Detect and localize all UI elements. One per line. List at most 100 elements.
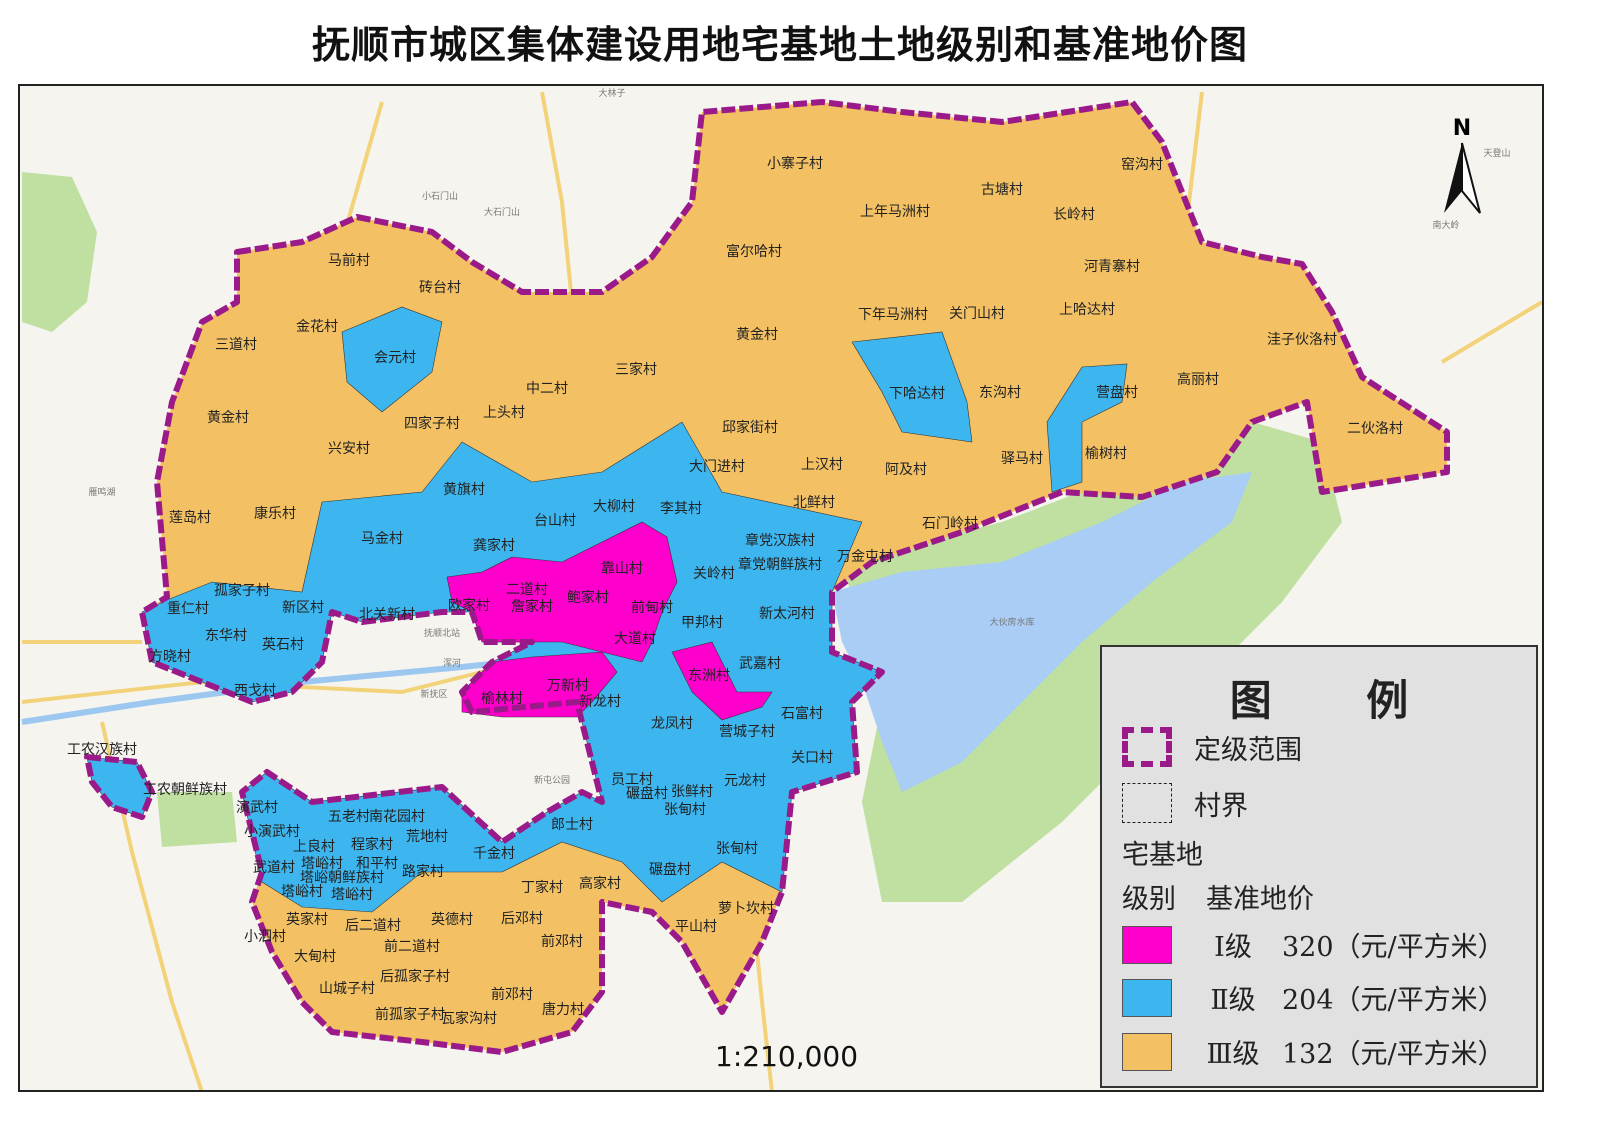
village-label: 营盘村 <box>1096 384 1138 401</box>
level2-price: 204（元/平方米） <box>1282 985 1505 1016</box>
village-label: 高丽村 <box>1177 371 1219 388</box>
village-label: 兴安村 <box>328 441 370 457</box>
village-label: 荒地村 <box>406 829 448 845</box>
village-label: 方晓村 <box>149 649 191 665</box>
village-label: 前邓村 <box>491 986 533 1003</box>
village-label: 榆林村 <box>481 691 523 707</box>
village-label: 碾盘村 <box>626 785 668 802</box>
village-label: 上年马洲村 <box>860 204 930 220</box>
village-label: 员工村 <box>611 772 653 788</box>
village-label: 大柳村 <box>593 498 635 515</box>
village-label: 李其村 <box>660 501 702 517</box>
village-label: 关岭村 <box>693 566 735 582</box>
village-label: 砖台村 <box>419 280 461 296</box>
map-frame[interactable]: 大林子抚顺北站抚顺市政府新抚区大伙房水库浑河新屯公园雁鸣湖大石门山小石门山南大岭… <box>18 84 1544 1092</box>
village-label: 千金村 <box>473 846 515 862</box>
village-label: 大甸村 <box>294 949 336 965</box>
village-label: 前孤家子村 <box>375 1006 445 1023</box>
village-label: 邱家街村 <box>722 419 778 436</box>
village-label: 万金屯村 <box>837 549 893 565</box>
village-label: 下哈达村 <box>889 386 945 402</box>
village-label: 元龙村 <box>724 773 766 789</box>
village-label: 会元村 <box>374 350 416 366</box>
village-label: 下年马洲村 <box>858 307 928 323</box>
village-label: 小泗村 <box>244 929 286 945</box>
level2-swatch <box>1122 978 1172 1017</box>
village-label: 前二道村 <box>384 938 440 955</box>
village-label: 塔峪村 <box>331 887 373 903</box>
village-label: 长岭村 <box>1053 207 1095 223</box>
village-label: 路家村 <box>402 863 444 880</box>
legend-village-boundary-label: 村界 <box>1194 790 1248 822</box>
level1-label: Ⅰ级 <box>1214 932 1252 963</box>
village-label: 五老村 <box>328 809 370 825</box>
grading-boundary <box>139 99 1450 1055</box>
village-label: 东华村 <box>205 628 247 644</box>
village-label: 阿及村 <box>885 462 927 478</box>
village-label: 演武村 <box>236 800 278 816</box>
basemap-label: 大石门山 <box>484 206 520 218</box>
village-label: 四家子村 <box>404 415 460 432</box>
village-label: 三道村 <box>215 337 257 353</box>
village-label: 上良村 <box>293 839 335 855</box>
village-label: 康乐村 <box>254 505 296 522</box>
village-label: 古塘村 <box>981 182 1023 198</box>
basemap-label: 新屯公园 <box>534 774 570 786</box>
village-label: 马前村 <box>328 252 370 269</box>
road <box>1440 300 1542 364</box>
village-label: 黄旗村 <box>443 481 485 498</box>
village-label: 中二村 <box>526 381 568 397</box>
village-label: 台山村 <box>534 513 576 529</box>
village-label: 武道村 <box>253 860 295 876</box>
level2-zone <box>341 306 443 413</box>
map-canvas[interactable]: 大林子抚顺北站抚顺市政府新抚区大伙房水库浑河新屯公园雁鸣湖大石门山小石门山南大岭… <box>18 84 1544 1092</box>
legend-title: 图 例 <box>1229 676 1449 725</box>
north-label: N <box>1452 116 1472 141</box>
village-label: 和平村 <box>356 856 398 872</box>
village-label: 大道村 <box>614 631 656 647</box>
village-label: 张甸村 <box>664 802 706 818</box>
village-label: 龚家村 <box>473 537 515 554</box>
village-label: 前甸村 <box>631 599 673 616</box>
basemap-label: 浑河 <box>443 657 461 669</box>
village-label: 河青寨村 <box>1084 258 1140 275</box>
village-label: 北鲜村 <box>793 495 835 511</box>
north-arrow-icon <box>1444 142 1481 214</box>
village-label: 山城子村 <box>319 981 375 997</box>
grading-boundary <box>84 754 155 820</box>
village-label: 前邓村 <box>541 933 583 950</box>
village-label: 洼子伙洛村 <box>1267 332 1337 348</box>
village-label: 后二道村 <box>345 918 401 934</box>
village-label: 二伙洛村 <box>1347 421 1403 437</box>
village-label: 新太河村 <box>759 606 815 622</box>
basemap-label: 天登山 <box>1483 148 1510 159</box>
basemap-label: 雁鸣湖 <box>88 486 115 498</box>
village-label: 高家村 <box>579 875 621 892</box>
village-label: 关口村 <box>791 750 833 766</box>
legend-header-level: 级别 <box>1122 884 1176 915</box>
level2-zone <box>851 331 973 443</box>
legend-boundary-label: 定级范围 <box>1194 734 1302 766</box>
basemap-label: 大林子 <box>598 87 625 99</box>
level3-price: 132（元/平方米） <box>1282 1039 1505 1070</box>
level2-zone <box>1046 363 1128 493</box>
village-label: 后孤家子村 <box>380 968 450 985</box>
village-label: 万新村 <box>547 678 589 694</box>
basemap-label: 小石门山 <box>422 190 458 202</box>
village-label: 重仁村 <box>167 601 209 617</box>
village-label: 榆树村 <box>1085 446 1127 462</box>
village-label: 大门进村 <box>689 459 745 475</box>
village-label: 龙凤村 <box>651 716 693 732</box>
village-label: 碾盘村 <box>649 861 691 878</box>
village-label: 小演武村 <box>244 824 300 840</box>
level1-price: 320（元/平方米） <box>1282 932 1505 963</box>
village-label: 甲邦村 <box>681 615 723 631</box>
village-label: 章党朝鲜族村 <box>738 556 822 573</box>
village-label: 东沟村 <box>979 385 1021 401</box>
village-label: 上汉村 <box>801 457 843 473</box>
village-label: 黄金村 <box>736 326 778 343</box>
forest-park <box>22 172 97 332</box>
basemap-label: 抚顺北站 <box>424 627 460 639</box>
village-label: 孤家子村 <box>214 582 270 599</box>
village-boundary-swatch <box>1122 783 1172 823</box>
